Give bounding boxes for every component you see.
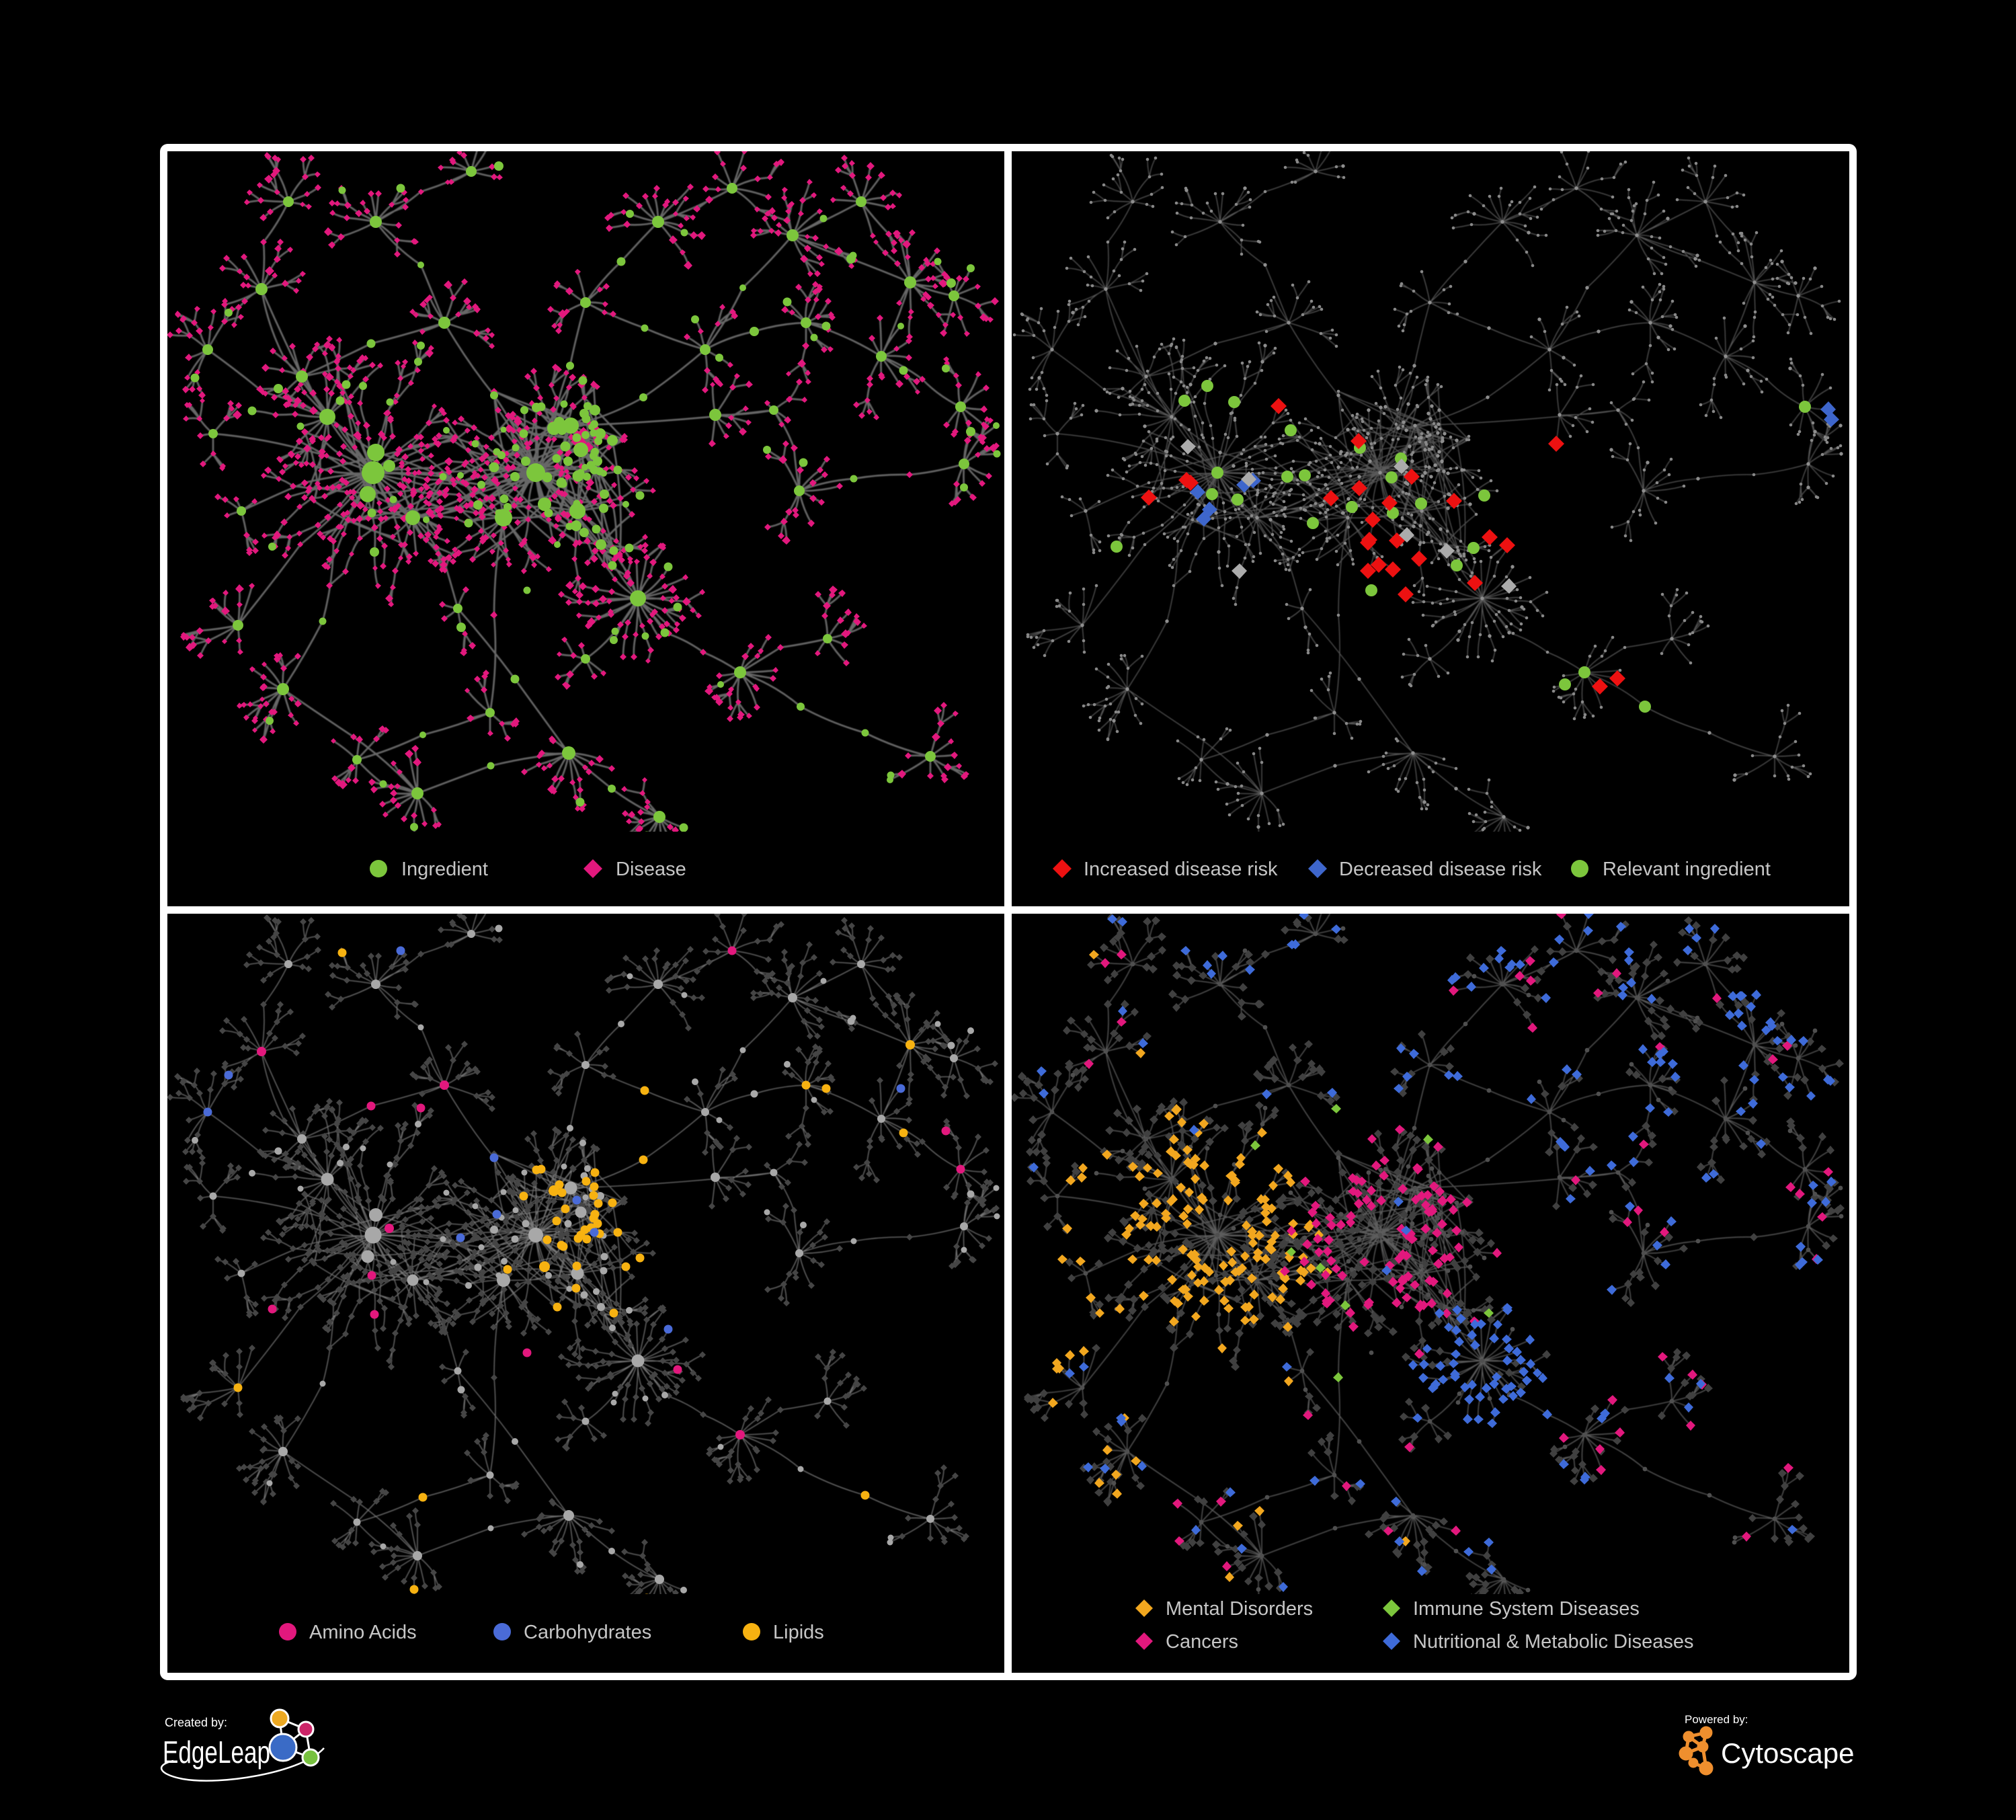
svg-text:Disease: Disease [616,859,686,880]
svg-text:Ingredient: Ingredient [401,859,488,880]
svg-text:Lipids: Lipids [773,1622,824,1643]
svg-text:Powered by:: Powered by: [1685,1713,1748,1726]
svg-text:Cytoscape: Cytoscape [1721,1737,1854,1769]
svg-text:Cancers: Cancers [1166,1631,1238,1653]
svg-text:Carbohydrates: Carbohydrates [524,1622,651,1643]
svg-text:Increased disease risk: Increased disease risk [1084,859,1278,880]
svg-text:Mental Disorders: Mental Disorders [1166,1598,1313,1620]
svg-text:Relevant ingredient: Relevant ingredient [1603,859,1771,880]
svg-text:Amino Acids: Amino Acids [309,1622,417,1643]
svg-text:Nutritional & Metabolic Diseas: Nutritional & Metabolic Diseases [1413,1631,1693,1653]
svg-text:Immune System Diseases: Immune System Diseases [1413,1598,1640,1620]
svg-text:Created by:: Created by: [165,1716,227,1729]
svg-text:EdgeLeap: EdgeLeap [163,1735,270,1770]
svg-text:Decreased disease risk: Decreased disease risk [1339,859,1542,880]
